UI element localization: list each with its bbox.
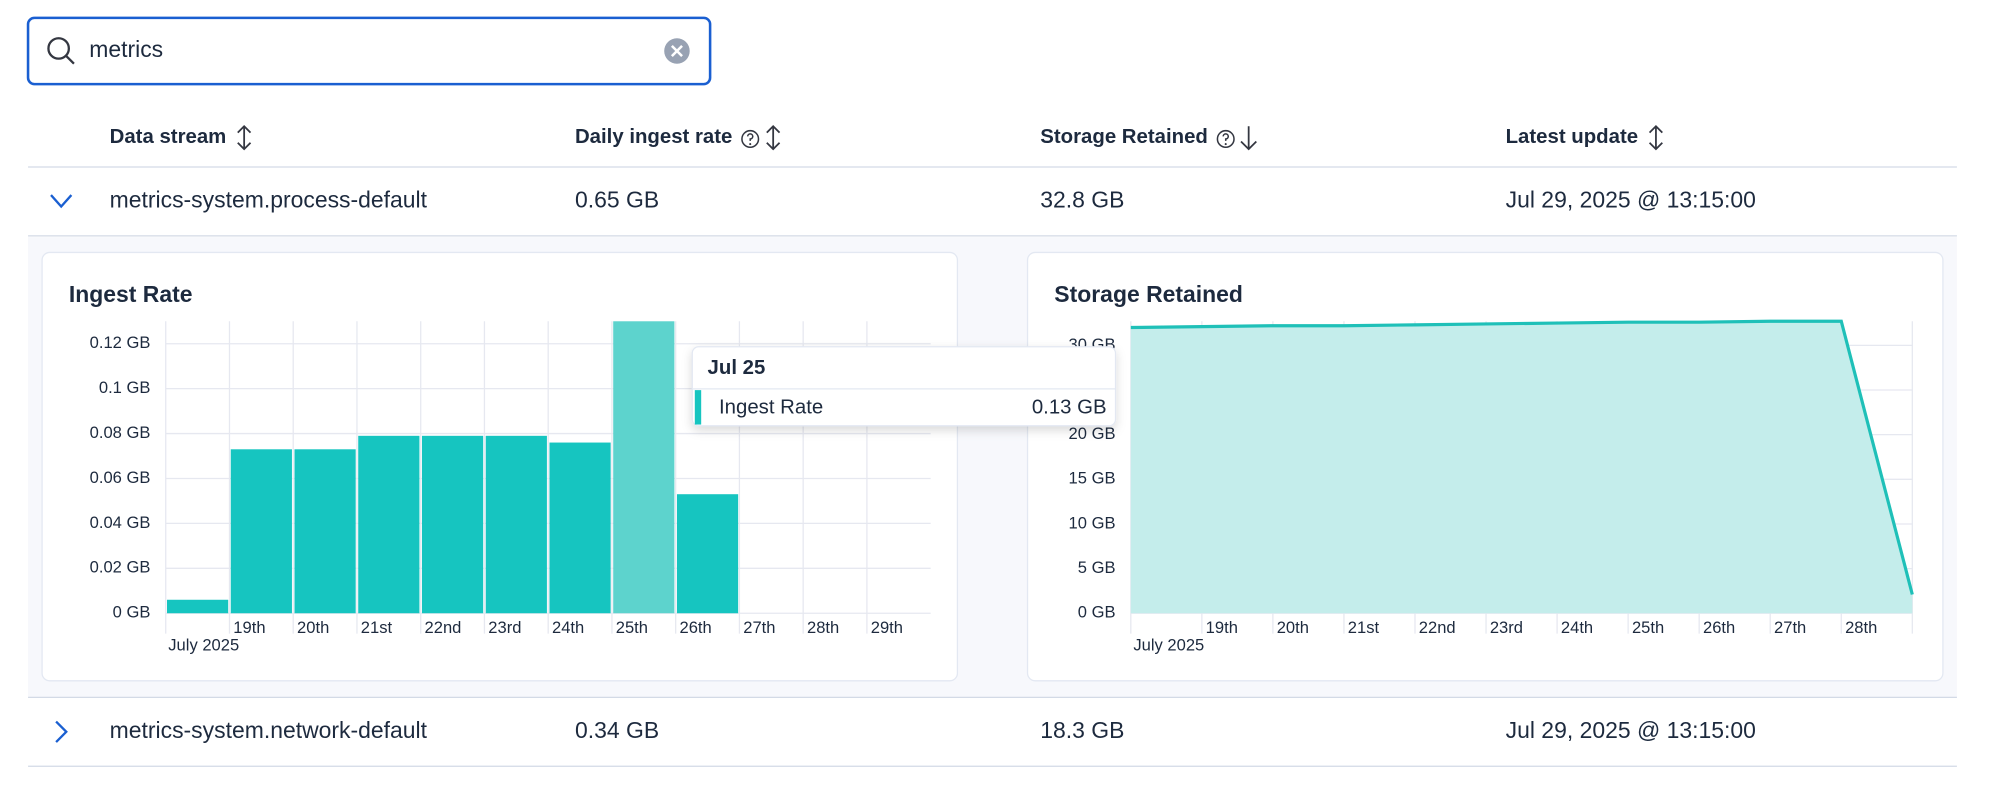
line [1130, 319, 1914, 595]
sort-icon[interactable] [1240, 126, 1257, 151]
table-cell: metrics-system.process-default [110, 186, 428, 212]
column-header[interactable]: Latest update [1506, 126, 1638, 148]
bar [167, 599, 229, 614]
x-tick-label: 28th [807, 618, 839, 637]
table-cell: Jul 29, 2025 @ 13:15:00 [1506, 717, 1756, 743]
sort-icon[interactable] [237, 124, 252, 151]
search-icon [47, 37, 75, 65]
grid [165, 321, 931, 634]
column-header[interactable]: Daily ingest rate [575, 126, 732, 148]
y-tick-label: 10 GB [1069, 513, 1116, 532]
y-tick-label: 0.04 GB [90, 513, 151, 532]
sort-icon[interactable] [766, 124, 781, 151]
y-tick-label: 0.02 GB [90, 558, 151, 577]
x-tick-label: 25th [616, 618, 648, 637]
x-tick-label: 20th [1277, 618, 1309, 637]
bar [549, 442, 611, 614]
x-tick-label: 22nd [425, 618, 462, 637]
chart-title: Storage Retained [1054, 281, 1243, 307]
x-axis-label: July 2025 [1133, 636, 1204, 655]
x-tick-label: 23rd [1490, 618, 1523, 637]
y-tick-label: 5 GB [1078, 558, 1116, 577]
bar [421, 435, 484, 614]
search-query: metrics [89, 36, 163, 62]
y-tick-label: 0.1 GB [99, 378, 151, 397]
x-tick-label: 27th [1774, 618, 1806, 637]
chart-title: Ingest Rate [69, 281, 193, 307]
bar [676, 494, 739, 614]
column-header[interactable]: Data stream [110, 126, 227, 148]
bar [358, 435, 420, 614]
table-cell: 0.65 GB [575, 186, 659, 212]
tooltip: Jul 25 Ingest Rate 0.13 GB [691, 346, 1117, 427]
tooltip-title: Jul 25 [708, 357, 766, 379]
sort-icon[interactable] [1648, 124, 1663, 151]
area [1130, 321, 1913, 614]
tooltip-value: 0.13 GB [1032, 396, 1107, 418]
x-tick-label: 23rd [488, 618, 521, 637]
x-tick-label: 21st [361, 618, 393, 637]
x-tick-label: 24th [552, 618, 584, 637]
tooltip-box [691, 346, 1117, 427]
x-tick-label: 25th [1632, 618, 1664, 637]
collapse-chevron[interactable] [50, 194, 73, 209]
x-tick-label: 24th [1561, 618, 1593, 637]
x-tick-label: 27th [743, 618, 775, 637]
help-icon [1216, 129, 1235, 149]
tooltip-series: Ingest Rate [719, 396, 823, 418]
table-cell: 32.8 GB [1040, 186, 1124, 212]
x-tick-label: 21st [1348, 618, 1380, 637]
x-tick-label: 20th [297, 618, 329, 637]
y-tick-label: 0.08 GB [90, 423, 151, 442]
x-axis-label: July 2025 [168, 636, 239, 655]
bar [485, 435, 547, 614]
x-tick-label: 26th [680, 618, 712, 637]
bar [613, 321, 675, 614]
table-cell: metrics-system.network-default [110, 717, 428, 743]
x-tick-label: 28th [1845, 618, 1877, 637]
table-cell: 0.34 GB [575, 717, 659, 743]
y-tick-label: 20 GB [1069, 424, 1116, 443]
y-tick-label: 15 GB [1069, 469, 1116, 488]
clear-button[interactable] [664, 38, 690, 64]
x-tick-label: 22nd [1419, 618, 1456, 637]
column-header[interactable]: Storage Retained [1040, 126, 1208, 148]
bar [294, 449, 356, 614]
x-tick-label: 29th [871, 618, 903, 637]
y-tick-label: 0.12 GB [90, 333, 151, 352]
y-tick-label: 0 GB [113, 603, 151, 622]
table-cell: 18.3 GB [1040, 717, 1124, 743]
expand-chevron[interactable] [55, 720, 68, 743]
tooltip-swatch [694, 390, 702, 425]
search-input[interactable] [26, 16, 712, 86]
x-tick-label: 19th [1206, 618, 1238, 637]
x-tick-label: 26th [1703, 618, 1735, 637]
x-tick-label: 19th [233, 618, 265, 637]
y-tick-label: 0 GB [1078, 603, 1116, 622]
bar [230, 449, 292, 614]
help-icon [741, 129, 760, 149]
table-cell: Jul 29, 2025 @ 13:15:00 [1506, 186, 1756, 212]
y-tick-label: 0.06 GB [90, 468, 151, 487]
